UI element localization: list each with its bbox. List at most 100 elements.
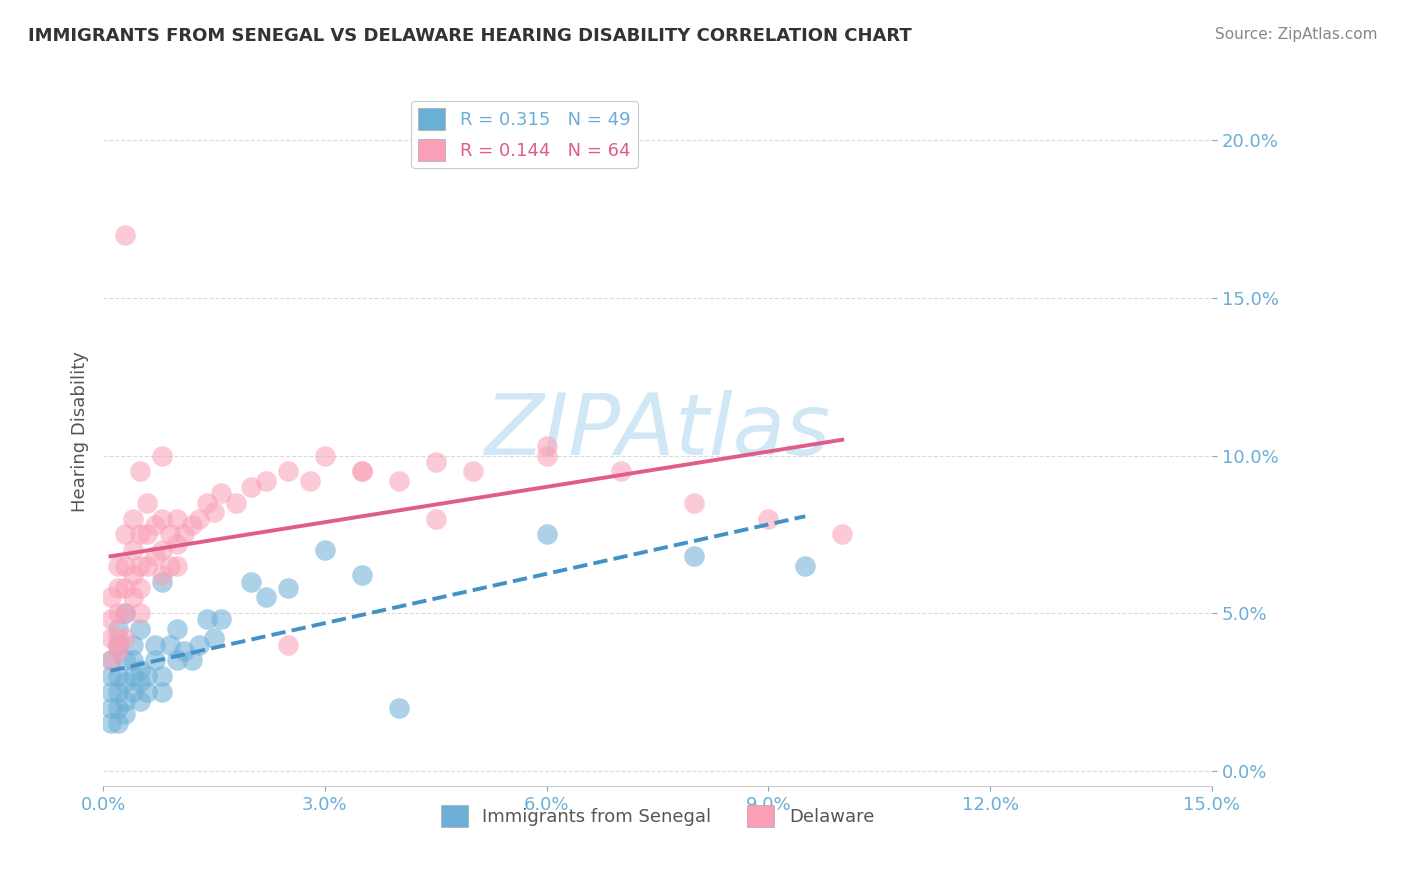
Point: [159, 558, 181, 573]
Point: [143, 549, 166, 564]
Point: [114, 227, 136, 242]
Point: [299, 474, 322, 488]
Point: [107, 622, 129, 636]
Point: [536, 439, 558, 453]
Point: [129, 581, 152, 595]
Point: [114, 675, 136, 690]
Point: [239, 480, 262, 494]
Point: [114, 527, 136, 541]
Point: [166, 653, 188, 667]
Point: [100, 700, 122, 714]
Point: [277, 581, 299, 595]
Point: [100, 612, 122, 626]
Point: [202, 505, 225, 519]
Point: [114, 606, 136, 620]
Point: [100, 685, 122, 699]
Point: [166, 511, 188, 525]
Point: [114, 606, 136, 620]
Point: [195, 612, 218, 626]
Point: [121, 669, 143, 683]
Point: [166, 558, 188, 573]
Point: [121, 543, 143, 558]
Point: [100, 669, 122, 683]
Point: [314, 543, 336, 558]
Point: [683, 549, 706, 564]
Point: [150, 449, 173, 463]
Text: IMMIGRANTS FROM SENEGAL VS DELAWARE HEARING DISABILITY CORRELATION CHART: IMMIGRANTS FROM SENEGAL VS DELAWARE HEAR…: [28, 27, 912, 45]
Point: [121, 653, 143, 667]
Point: [202, 632, 225, 646]
Point: [254, 591, 277, 605]
Point: [180, 517, 202, 532]
Point: [166, 622, 188, 636]
Point: [121, 685, 143, 699]
Point: [136, 496, 159, 510]
Point: [609, 464, 631, 478]
Point: [107, 632, 129, 646]
Point: [100, 591, 122, 605]
Point: [209, 486, 232, 500]
Point: [129, 622, 152, 636]
Point: [114, 581, 136, 595]
Point: [173, 527, 195, 541]
Point: [188, 511, 211, 525]
Point: [107, 644, 129, 658]
Point: [173, 644, 195, 658]
Point: [159, 638, 181, 652]
Point: [166, 537, 188, 551]
Point: [254, 474, 277, 488]
Point: [121, 511, 143, 525]
Point: [188, 638, 211, 652]
Point: [100, 653, 122, 667]
Point: [129, 558, 152, 573]
Point: [107, 606, 129, 620]
Point: [150, 685, 173, 699]
Point: [114, 706, 136, 721]
Point: [136, 527, 159, 541]
Point: [350, 464, 373, 478]
Point: [129, 606, 152, 620]
Point: [150, 568, 173, 582]
Point: [143, 653, 166, 667]
Point: [107, 581, 129, 595]
Point: [129, 675, 152, 690]
Point: [314, 449, 336, 463]
Point: [129, 527, 152, 541]
Point: [129, 464, 152, 478]
Point: [277, 638, 299, 652]
Point: [129, 663, 152, 677]
Point: [180, 653, 202, 667]
Point: [159, 527, 181, 541]
Point: [425, 511, 447, 525]
Point: [121, 591, 143, 605]
Point: [136, 685, 159, 699]
Point: [150, 669, 173, 683]
Point: [114, 632, 136, 646]
Point: [388, 700, 411, 714]
Point: [143, 517, 166, 532]
Point: [107, 638, 129, 652]
Point: [150, 511, 173, 525]
Point: [425, 455, 447, 469]
Point: [107, 685, 129, 699]
Point: [239, 574, 262, 589]
Point: [136, 669, 159, 683]
Legend: Immigrants from Senegal, Delaware: Immigrants from Senegal, Delaware: [433, 797, 882, 834]
Point: [683, 496, 706, 510]
Point: [388, 474, 411, 488]
Y-axis label: Hearing Disability: Hearing Disability: [72, 351, 89, 512]
Point: [107, 638, 129, 652]
Point: [150, 574, 173, 589]
Point: [136, 558, 159, 573]
Text: ZIPAtlas: ZIPAtlas: [485, 391, 831, 474]
Point: [114, 558, 136, 573]
Point: [277, 464, 299, 478]
Point: [225, 496, 247, 510]
Point: [350, 568, 373, 582]
Point: [107, 700, 129, 714]
Point: [100, 632, 122, 646]
Point: [536, 449, 558, 463]
Point: [121, 638, 143, 652]
Point: [209, 612, 232, 626]
Point: [100, 716, 122, 731]
